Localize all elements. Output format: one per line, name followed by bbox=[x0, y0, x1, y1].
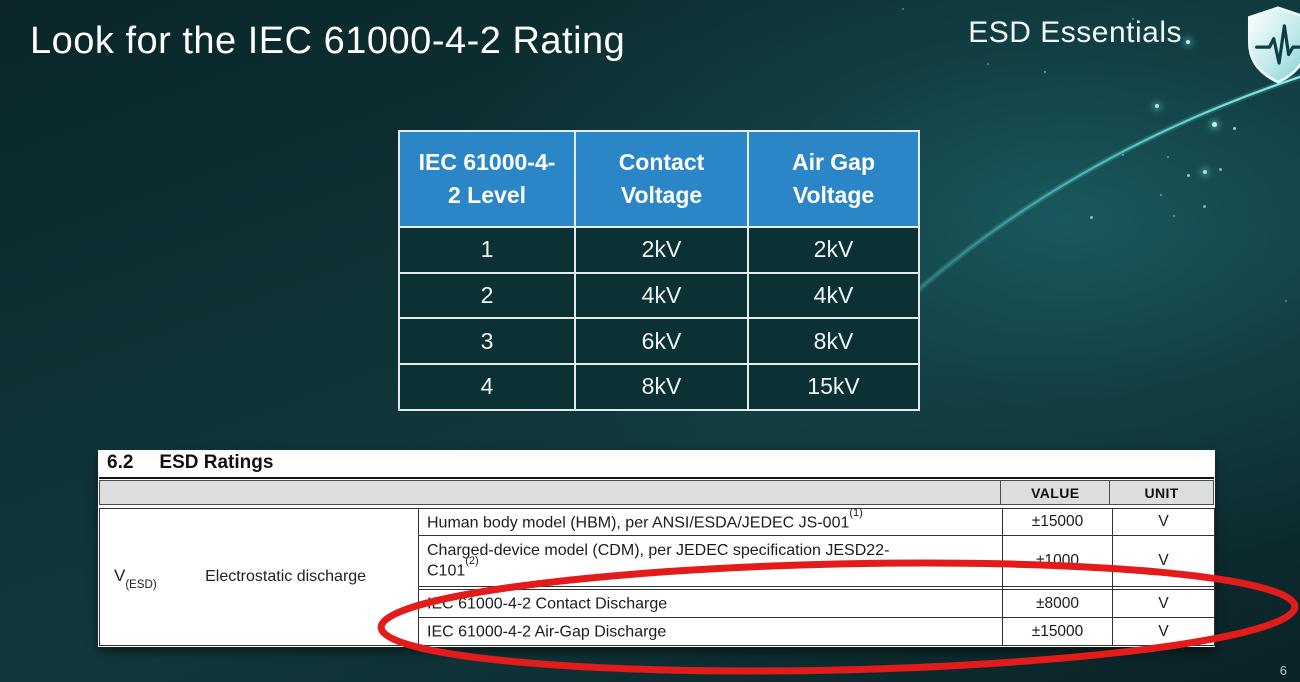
parameter-cell: V(ESD) Electrostatic discharge bbox=[99, 508, 419, 646]
table-row: 3 6kV 8kV bbox=[398, 317, 920, 366]
table-row: 4 8kV 15kV bbox=[398, 363, 920, 411]
cell-level: 1 bbox=[398, 226, 576, 274]
cell-contact: 4kV bbox=[574, 271, 749, 320]
unit-column-header: UNIT bbox=[1110, 480, 1214, 505]
iec-col-header-level: IEC 61000-4-2 Level bbox=[398, 130, 576, 228]
cell-contact: 8kV bbox=[574, 363, 749, 411]
table-row: 2 4kV 4kV bbox=[398, 271, 920, 320]
test-condition: IEC 61000-4-2 Air-Gap Discharge bbox=[418, 617, 1003, 646]
unit-cell: V bbox=[1112, 508, 1215, 536]
parameter-name: Electrostatic discharge bbox=[205, 567, 367, 585]
test-condition: Charged-device model (CDM), per JEDEC sp… bbox=[418, 535, 1003, 587]
shield-pulse-icon bbox=[1247, 6, 1300, 84]
brand-name: ESD Essentials bbox=[968, 16, 1182, 49]
cell-airgap: 15kV bbox=[747, 363, 920, 411]
table-row: V(ESD) Electrostatic discharge Human bod… bbox=[99, 507, 1215, 646]
table-row: 1 2kV 2kV bbox=[398, 226, 920, 274]
value-cell: ±15000 bbox=[1002, 508, 1113, 536]
header-empty-cell bbox=[99, 480, 1001, 505]
cell-airgap: 8kV bbox=[747, 317, 920, 366]
iec-col-header-airgap: Air Gap Voltage bbox=[747, 130, 920, 228]
value-column-header: VALUE bbox=[1000, 480, 1111, 505]
cell-airgap: 4kV bbox=[747, 271, 920, 320]
datasheet-section-title: 6.2 ESD Ratings bbox=[99, 450, 1214, 479]
test-condition: Human body model (HBM), per ANSI/ESDA/JE… bbox=[418, 507, 1003, 536]
value-cell: ±1000 bbox=[1002, 535, 1113, 587]
iec-level-table: IEC 61000-4-2 Level Contact Voltage Air … bbox=[398, 130, 920, 411]
cell-contact: 6kV bbox=[574, 317, 749, 366]
cell-contact: 2kV bbox=[574, 226, 749, 274]
section-name: ESD Ratings bbox=[159, 452, 274, 473]
section-number: 6.2 bbox=[107, 452, 134, 473]
value-cell: ±8000 bbox=[1002, 589, 1113, 618]
cell-level: 4 bbox=[398, 363, 576, 411]
datasheet-table: V(ESD) Electrostatic discharge Human bod… bbox=[99, 507, 1215, 646]
datasheet-panel: 6.2 ESD Ratings VALUE UNIT V(ESD) Electro… bbox=[98, 450, 1215, 647]
datasheet-header-row: VALUE UNIT bbox=[99, 480, 1214, 505]
unit-cell: V bbox=[1112, 617, 1215, 646]
unit-cell: V bbox=[1112, 535, 1215, 587]
cell-airgap: 2kV bbox=[747, 226, 920, 274]
iec-col-header-contact: Contact Voltage bbox=[574, 130, 749, 228]
page-number: 6 bbox=[1279, 663, 1287, 678]
cell-level: 3 bbox=[398, 317, 576, 366]
slide-title: Look for the IEC 61000-4-2 Rating bbox=[30, 20, 626, 62]
cell-level: 2 bbox=[398, 271, 576, 320]
value-cell: ±15000 bbox=[1002, 617, 1113, 646]
parameter-symbol: V(ESD) bbox=[114, 565, 157, 592]
unit-cell: V bbox=[1112, 589, 1215, 618]
test-condition: IEC 61000-4-2 Contact Discharge bbox=[418, 589, 1003, 618]
